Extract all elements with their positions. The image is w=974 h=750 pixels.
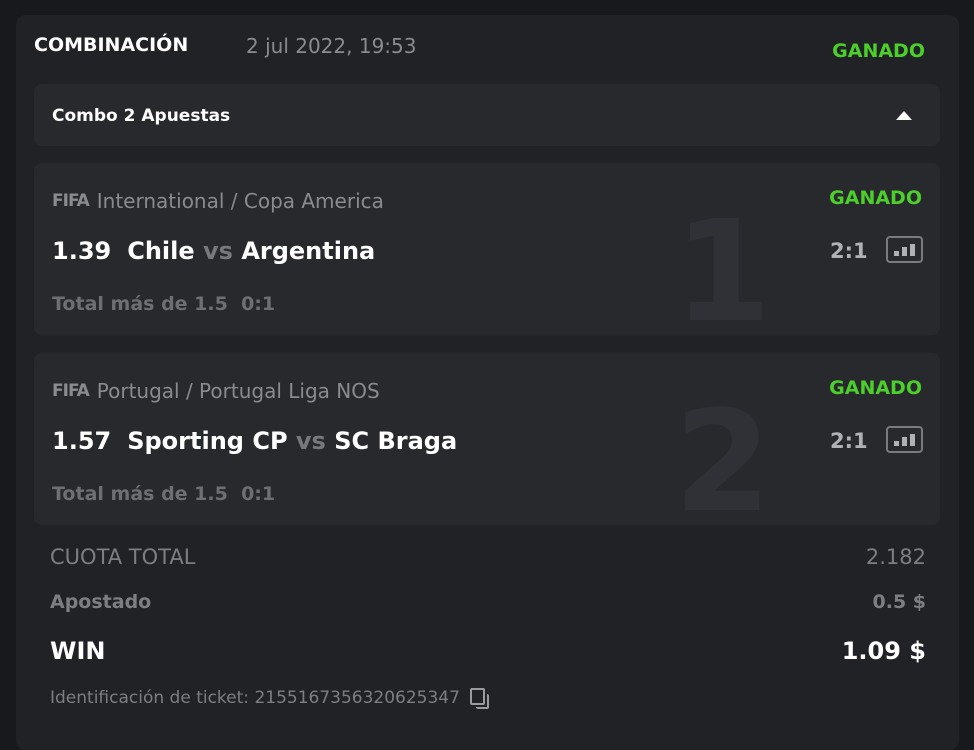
stats-icon[interactable]	[886, 426, 923, 453]
total-odds-label: CUOTA TOTAL	[50, 545, 196, 569]
chevron-up-icon[interactable]	[896, 111, 912, 120]
vs-label: vs	[295, 427, 326, 455]
vs-label: vs	[203, 237, 233, 265]
league-name: International / Copa America	[96, 189, 384, 213]
final-score: 2:1	[830, 429, 868, 453]
away-team: Argentina	[241, 237, 376, 265]
combo-toggle[interactable]: Combo 2 Apuestas	[34, 84, 940, 146]
win-value: 1.09 $	[841, 637, 926, 665]
ticket-id-row: Identificación de ticket: 21551673563206…	[50, 688, 489, 709]
market: Total más de 1.5 0:1	[52, 293, 275, 315]
match: 1.57 Sporting CP vs SC Braga	[52, 427, 457, 455]
stake-value: 0.5 $	[872, 591, 927, 613]
market-score: 0:1	[241, 483, 276, 505]
ticket-id: 2155167356320625347	[254, 688, 460, 708]
bet-item: 2 FIFA Portugal / Portugal Liga NOS GANAD…	[34, 353, 940, 525]
bet-index: 1	[674, 191, 772, 336]
bet-status: GANADO	[829, 377, 922, 399]
stake-row: Apostado 0.5 $	[50, 591, 926, 613]
combo-label: Combo 2 Apuestas	[52, 106, 231, 126]
stats-icon[interactable]	[886, 236, 923, 263]
win-label: WIN	[50, 637, 106, 665]
total-odds-value: 2.182	[865, 545, 926, 569]
fifa-logo-icon: FIFA	[52, 381, 90, 401]
bet-status: GANADO	[829, 187, 922, 209]
total-odds-row: CUOTA TOTAL 2.182	[50, 545, 926, 569]
bet-type-title: COMBINACIÓN	[34, 34, 189, 56]
stake-label: Apostado	[50, 591, 152, 613]
bet-date: 2 jul 2022, 19:53	[246, 34, 417, 58]
final-score: 2:1	[830, 239, 868, 263]
match: 1.39 Chile vs Argentina	[52, 237, 375, 265]
odds: 1.39	[52, 237, 112, 265]
bet-index: 2	[674, 381, 772, 526]
win-row: WIN 1.09 $	[50, 637, 926, 665]
league-name: Portugal / Portugal Liga NOS	[96, 379, 380, 403]
overall-status: GANADO	[832, 40, 925, 62]
market-name: Total más de 1.5	[52, 483, 228, 505]
home-team: Chile	[127, 237, 195, 265]
ticket-label: Identificación de ticket:	[50, 688, 250, 708]
market: Total más de 1.5 0:1	[52, 483, 275, 505]
bet-item: 1 FIFA International / Copa America GANAD…	[34, 163, 940, 335]
fifa-logo-icon: FIFA	[52, 191, 90, 211]
market-score: 0:1	[241, 293, 276, 315]
home-team: Sporting CP	[127, 427, 288, 455]
market-name: Total más de 1.5	[52, 293, 228, 315]
away-team: SC Braga	[334, 427, 458, 455]
copy-icon[interactable]	[469, 688, 489, 709]
odds: 1.57	[52, 427, 112, 455]
